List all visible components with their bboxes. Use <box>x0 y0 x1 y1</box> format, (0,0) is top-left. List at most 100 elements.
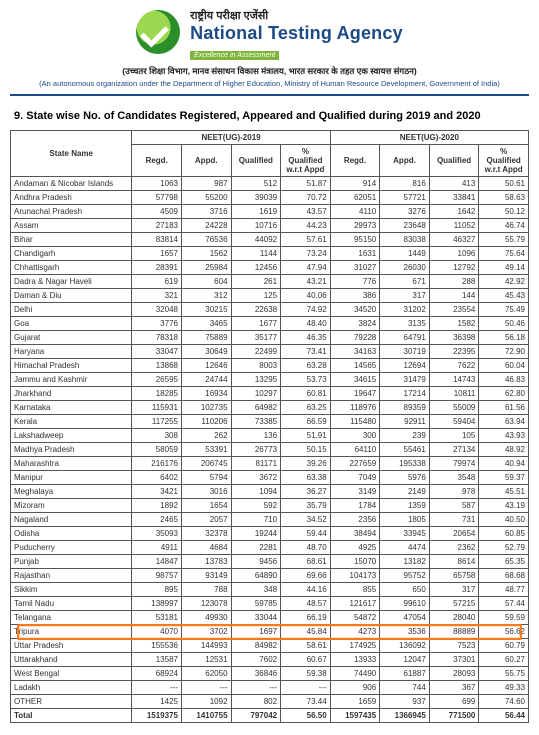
cell-value: 79228 <box>330 331 380 345</box>
cell-value: 8003 <box>231 359 281 373</box>
table-head: State Name NEET(UG)-2019 NEET(UG)-2020 R… <box>11 131 529 177</box>
cell-value: 10716 <box>231 219 281 233</box>
cell-value: 26030 <box>380 261 430 275</box>
cell-value: 59.38 <box>281 667 331 681</box>
cell-value: 95752 <box>380 569 430 583</box>
cell-value: 14847 <box>132 555 182 569</box>
col-header: Regd. <box>330 145 380 177</box>
cell-value: 3672 <box>231 471 281 485</box>
cell-state: Tripura <box>11 625 132 639</box>
cell-value: --- <box>281 681 331 695</box>
table-row: Madhya Pradesh58059533912677350.15641105… <box>11 443 529 457</box>
cell-value: 53.73 <box>281 373 331 387</box>
cell-state: Andhra Pradesh <box>11 191 132 205</box>
cell-value: 1597435 <box>330 709 380 723</box>
cell-state: OTHER <box>11 695 132 709</box>
cell-value: 710 <box>231 513 281 527</box>
cell-value: 802 <box>231 695 281 709</box>
table-row: Maharashtra2161762067458117139.262276591… <box>11 457 529 471</box>
cell-state: Mizoram <box>11 499 132 513</box>
cell-value: 62050 <box>181 667 231 681</box>
nta-logo-icon <box>136 10 180 54</box>
cell-value: 43.93 <box>479 429 529 443</box>
cell-value: 53181 <box>132 611 182 625</box>
cell-value: 30649 <box>181 345 231 359</box>
table-row: Tamil Nadu1389971230785978548.5712161799… <box>11 597 529 611</box>
cell-value: 60.04 <box>479 359 529 373</box>
cell-value: 2281 <box>231 541 281 555</box>
cell-value: 3465 <box>181 317 231 331</box>
cell-value: 1092 <box>181 695 231 709</box>
cell-value: 3548 <box>429 471 479 485</box>
cell-value: 144 <box>429 289 479 303</box>
cell-state: Goa <box>11 317 132 331</box>
cell-value: 55200 <box>181 191 231 205</box>
cell-value: 650 <box>380 583 430 597</box>
cell-value: 8614 <box>429 555 479 569</box>
table-row: Sikkim89578834844.1685565031748.77 <box>11 583 529 597</box>
cell-value: 1063 <box>132 177 182 191</box>
table-row: Arunachal Pradesh45093716161943.57411032… <box>11 205 529 219</box>
cell-value: 72.90 <box>479 345 529 359</box>
cell-value: 1631 <box>330 247 380 261</box>
table-row: Gujarat78318758893517746.357922864791363… <box>11 331 529 345</box>
cell-value: 35.79 <box>281 499 331 513</box>
cell-value: 776 <box>330 275 380 289</box>
cell-state: Andaman & Nicobar Islands <box>11 177 132 191</box>
cell-value: 33945 <box>380 527 430 541</box>
cell-value: 56.50 <box>281 709 331 723</box>
cell-value: 1677 <box>231 317 281 331</box>
cell-value: 39039 <box>231 191 281 205</box>
cell-state: Odisha <box>11 527 132 541</box>
cell-state: Assam <box>11 219 132 233</box>
cell-value: 50.61 <box>479 177 529 191</box>
col-header: Appd. <box>380 145 430 177</box>
cell-value: 54872 <box>330 611 380 625</box>
cell-state: Telangana <box>11 611 132 625</box>
cell-value: 788 <box>181 583 231 597</box>
cell-value: 64110 <box>330 443 380 457</box>
cell-value: 44.23 <box>281 219 331 233</box>
cell-value: 7523 <box>429 639 479 653</box>
cell-state: Haryana <box>11 345 132 359</box>
cell-value: 60.85 <box>479 527 529 541</box>
table-wrapper: State Name NEET(UG)-2019 NEET(UG)-2020 R… <box>10 130 529 723</box>
col-header: Regd. <box>132 145 182 177</box>
table-row: West Bengal68924620503684659.38744906188… <box>11 667 529 681</box>
header-tagline: Excellence in Assessment <box>190 51 279 60</box>
cell-value: 15070 <box>330 555 380 569</box>
cell-value: 75.49 <box>479 303 529 317</box>
cell-value: 51.91 <box>281 429 331 443</box>
cell-value: 239 <box>380 429 430 443</box>
cell-value: 7049 <box>330 471 380 485</box>
cell-value: 65.35 <box>479 555 529 569</box>
cell-value: 4110 <box>330 205 380 219</box>
cell-value: 28093 <box>429 667 479 681</box>
col-header: Appd. <box>181 145 231 177</box>
cell-value: 32048 <box>132 303 182 317</box>
cell-value: 816 <box>380 177 430 191</box>
cell-value: 74490 <box>330 667 380 681</box>
cell-value: 512 <box>231 177 281 191</box>
table-row: Lakshadweep30826213651.9130023910543.93 <box>11 429 529 443</box>
cell-value: 47.94 <box>281 261 331 275</box>
cell-value: 308 <box>132 429 182 443</box>
cell-value: 619 <box>132 275 182 289</box>
cell-value: 33044 <box>231 611 281 625</box>
cell-value: 300 <box>330 429 380 443</box>
cell-value: 57.44 <box>479 597 529 611</box>
cell-value: 4911 <box>132 541 182 555</box>
cell-value: 33841 <box>429 191 479 205</box>
cell-state: Lakshadweep <box>11 429 132 443</box>
cell-value: 6402 <box>132 471 182 485</box>
cell-value: 1410755 <box>181 709 231 723</box>
cell-state: Himachal Pradesh <box>11 359 132 373</box>
cell-value: 105 <box>429 429 479 443</box>
cell-value: 88889 <box>429 625 479 639</box>
cell-value: 11052 <box>429 219 479 233</box>
header: राष्ट्रीय परीक्षा एजेंसी National Testin… <box>10 8 529 62</box>
cell-value: 56.44 <box>479 709 529 723</box>
cell-value: 45.43 <box>479 289 529 303</box>
cell-value: 367 <box>429 681 479 695</box>
cell-value: 4925 <box>330 541 380 555</box>
